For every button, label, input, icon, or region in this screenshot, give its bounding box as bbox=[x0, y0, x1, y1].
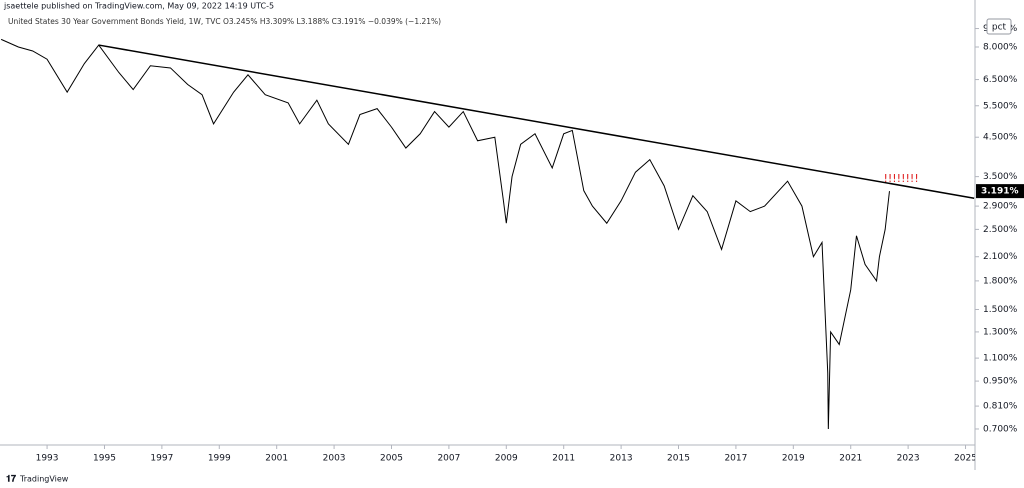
y-tick-label: 1.800% bbox=[983, 276, 1018, 286]
x-tick-label: 1999 bbox=[208, 454, 231, 464]
x-tick-label: 1995 bbox=[93, 454, 116, 464]
x-tick-label: 2009 bbox=[495, 454, 518, 464]
symbol-header: United States 30 Year Government Bonds Y… bbox=[8, 17, 441, 26]
y-tick-label: 2.500% bbox=[983, 225, 1018, 235]
logo-mark: 𝟏𝟕 bbox=[6, 474, 16, 485]
x-tick-label: 2019 bbox=[782, 454, 805, 464]
time-axis: 1993 1995 1997 1999 2001 2003 2005 2007 2009 2011… bbox=[36, 445, 977, 464]
y-tick-label: 2.900% bbox=[983, 202, 1018, 212]
x-tick-label: 2007 bbox=[437, 454, 460, 464]
y-tick-label: 2.100% bbox=[983, 252, 1018, 262]
x-tick-label: 2005 bbox=[380, 454, 403, 464]
x-tick-label: 2011 bbox=[552, 454, 575, 464]
x-tick-label: 2013 bbox=[610, 454, 633, 464]
plot-area: !!!!!!!! bbox=[0, 38, 975, 429]
yield-line bbox=[0, 38, 890, 429]
annotation: !!!!!!!! bbox=[883, 172, 918, 185]
price-axis: 9.000%8.000%6.500%5.500%4.500%3.500%2.90… bbox=[975, 24, 1024, 434]
y-tick-label: 1.500% bbox=[983, 305, 1018, 315]
x-tick-label: 2021 bbox=[839, 454, 862, 464]
byline: jsaettele published on TradingView.com, … bbox=[3, 2, 274, 11]
x-tick-label: 2001 bbox=[265, 454, 288, 464]
x-tick-label: 2015 bbox=[667, 454, 690, 464]
y-tick-label: 1.100% bbox=[983, 354, 1018, 364]
y-tick-label: 3.500% bbox=[983, 172, 1018, 182]
y-tick-label: 6.500% bbox=[983, 75, 1018, 85]
footer-logo: 𝟏𝟕 bbox=[6, 474, 16, 485]
x-tick-label: 2025 bbox=[954, 454, 977, 464]
x-tick-label: 2003 bbox=[323, 454, 346, 464]
y-tick-label: 0.950% bbox=[983, 377, 1018, 387]
footer-brand: TradingView bbox=[19, 475, 69, 484]
price-label: 3.191% bbox=[981, 187, 1019, 197]
unit-label: pct bbox=[992, 23, 1007, 33]
y-tick-label: 0.700% bbox=[983, 424, 1018, 434]
y-tick-label: 0.810% bbox=[983, 402, 1018, 412]
x-tick-label: 2017 bbox=[724, 454, 747, 464]
unit-box[interactable] bbox=[986, 18, 1012, 35]
trendline[interactable] bbox=[98, 44, 975, 199]
y-tick-label: 4.500% bbox=[983, 133, 1018, 143]
x-tick-label: 1993 bbox=[36, 454, 59, 464]
y-tick-label: 5.500% bbox=[983, 101, 1018, 111]
y-tick-label: 1.300% bbox=[983, 327, 1018, 337]
y-tick-label: 8.000% bbox=[983, 43, 1018, 53]
price-label-bg bbox=[976, 184, 1024, 199]
x-tick-label: 1997 bbox=[150, 454, 173, 464]
x-tick-label: 2023 bbox=[897, 454, 920, 464]
